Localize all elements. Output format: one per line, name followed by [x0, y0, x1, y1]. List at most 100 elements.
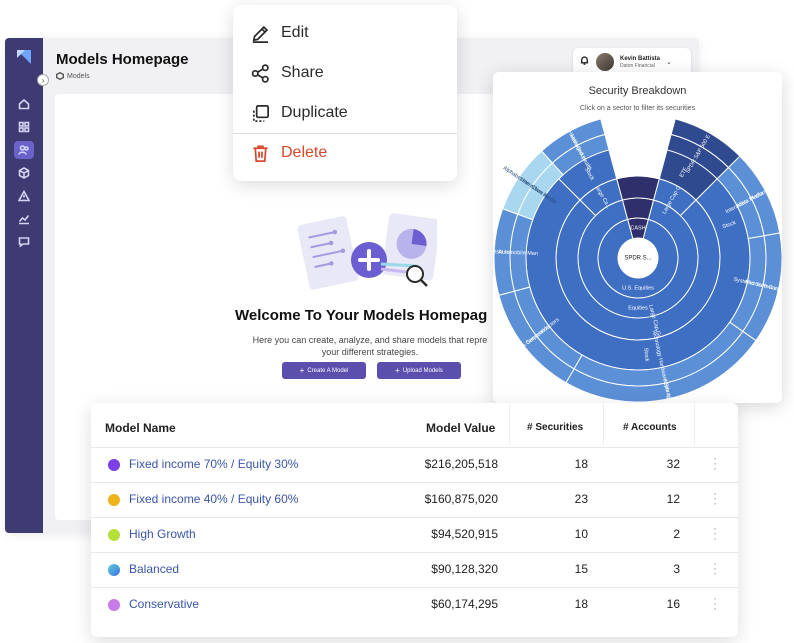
table-row[interactable]: Balanced $90,128,320 15 3 · · · [91, 552, 738, 587]
row-kebab-icon[interactable]: · · · [713, 556, 717, 580]
model-name-link[interactable]: Fixed income 70% / Equity 30% [129, 457, 299, 471]
create-model-button[interactable]: + Create A Model [282, 362, 366, 379]
brand-logo [17, 50, 31, 64]
menu-item-duplicate-label: Duplicate [281, 104, 348, 121]
header-model-value[interactable]: Model Value [426, 421, 496, 435]
sunburst-label-apple-security: Apple Inc. [661, 378, 672, 403]
duplicate-icon [252, 104, 269, 122]
menu-item-edit-label: Edit [281, 24, 309, 41]
row-kebab-icon[interactable]: · · · [713, 591, 717, 615]
page-title: Models Homepage [56, 51, 189, 68]
model-name-link[interactable]: High Growth [129, 527, 196, 541]
accounts-count: 16 [666, 597, 680, 611]
accounts-count: 2 [673, 527, 680, 541]
model-color-dot [108, 459, 120, 471]
context-menu: Edit Share Duplicate Delete [233, 5, 457, 181]
model-value: $60,174,295 [431, 597, 498, 611]
welcome-title: Welcome To Your Models Homepag [235, 307, 488, 324]
welcome-subtitle-line-2: your different strategies. [321, 347, 419, 357]
user-name: Kevin Battista [620, 55, 661, 62]
menu-item-delete-label: Delete [281, 144, 328, 161]
plus-icon: + [299, 366, 305, 375]
user-org: Daton Financial [620, 62, 655, 69]
model-name-link[interactable]: Conservative [129, 597, 200, 611]
header-model-name[interactable]: Model Name [105, 421, 176, 435]
chat-icon[interactable] [14, 233, 34, 251]
sunburst-slice-unitedhealth-security[interactable] [540, 118, 606, 164]
breadcrumb[interactable]: Models [56, 72, 90, 80]
collapse-sidebar-icon[interactable]: › [37, 74, 49, 86]
model-color-dot [108, 599, 120, 611]
menu-item-delete[interactable]: Delete [233, 133, 457, 173]
menu-item-edit[interactable]: Edit [233, 13, 457, 53]
securities-count: 10 [574, 527, 588, 541]
chart-title: Security Breakdown [588, 85, 687, 97]
models-table: Model Name Model Value # Securities # Ac… [91, 403, 738, 637]
breadcrumb-label: Models [67, 72, 90, 80]
model-name-link[interactable]: Fixed income 40% / Equity 60% [129, 492, 299, 506]
sunburst-slice-cash-3[interactable] [616, 175, 660, 201]
column-divider [509, 403, 510, 445]
sunburst-label-stock-right: Stock [722, 220, 737, 230]
table-row[interactable]: High Growth $94,520,915 10 2 · · · [91, 517, 738, 552]
model-color-dot [108, 529, 120, 541]
model-color-dot [108, 564, 120, 576]
bell-icon[interactable] [579, 53, 590, 71]
sunburst-label-stock-main: Stock [642, 348, 649, 362]
empty-state-illustration [297, 213, 437, 290]
model-value: $216,205,518 [424, 457, 498, 471]
menu-divider [233, 133, 457, 134]
cube-icon[interactable] [14, 164, 34, 182]
home-icon[interactable] [14, 95, 34, 113]
welcome-subtitle: Here you can create, analyze, and share … [225, 334, 515, 358]
menu-item-duplicate[interactable]: Duplicate [233, 93, 457, 133]
row-kebab-icon[interactable]: · · · [713, 486, 717, 510]
row-kebab-icon[interactable]: · · · [713, 521, 717, 545]
table-row[interactable]: Fixed income 70% / Equity 30% $216,205,5… [91, 447, 738, 482]
model-color-dot [108, 494, 120, 506]
sunburst-label-us-equities: U.S. Equities [622, 285, 654, 291]
header-securities[interactable]: # Securities [527, 422, 584, 433]
avatar [596, 53, 614, 71]
securities-count: 18 [574, 457, 588, 471]
row-kebab-icon[interactable]: · · · [713, 451, 717, 475]
accounts-count: 32 [666, 457, 680, 471]
model-value: $90,128,320 [431, 562, 498, 576]
menu-item-share[interactable]: Share [233, 53, 457, 93]
user-menu[interactable]: Kevin Battista Daton Financial ⌄ [573, 48, 691, 76]
warning-icon[interactable] [14, 187, 34, 205]
header-accounts[interactable]: # Accounts [623, 422, 677, 433]
accounts-count: 3 [673, 562, 680, 576]
sunburst-slice-gap[interactable] [608, 145, 668, 180]
column-divider [694, 403, 695, 445]
chevron-down-icon: ⌄ [666, 59, 672, 66]
securities-count: 18 [574, 597, 588, 611]
sunburst-slice-cash-outer[interactable] [621, 197, 655, 220]
sidebar [5, 38, 43, 533]
table-row[interactable]: Conservative $60,174,295 18 16 · · · [91, 587, 738, 622]
upload-models-button[interactable]: + Upload Models [377, 362, 461, 379]
sunburst-label-tesla-security: Tesla Inc. [493, 249, 514, 256]
table-row[interactable]: Fixed income 40% / Equity 60% $160,875,0… [91, 482, 738, 517]
column-divider [603, 403, 604, 445]
cube-icon [56, 72, 64, 80]
pencil-icon [252, 25, 269, 43]
sunburst-label-equities: Equities [628, 305, 648, 311]
create-model-label: Create A Model [307, 367, 349, 374]
model-value: $94,520,915 [431, 527, 498, 541]
securities-count: 15 [574, 562, 588, 576]
grid-icon[interactable] [14, 118, 34, 136]
chart-icon[interactable] [14, 210, 34, 228]
model-name-link[interactable]: Balanced [129, 562, 180, 576]
model-value: $160,875,020 [424, 492, 498, 506]
welcome-subtitle-line-1: Here you can create, analyze, and share … [252, 335, 488, 345]
users-icon[interactable] [14, 141, 34, 159]
accounts-count: 12 [666, 492, 680, 506]
sunburst-label-tesla-industry: Automobile Man [498, 249, 538, 257]
share-icon [251, 63, 269, 83]
sunburst-label-cash: CASH [630, 225, 645, 231]
upload-models-label: Upload Models [402, 367, 443, 374]
plus-icon: + [395, 366, 400, 375]
